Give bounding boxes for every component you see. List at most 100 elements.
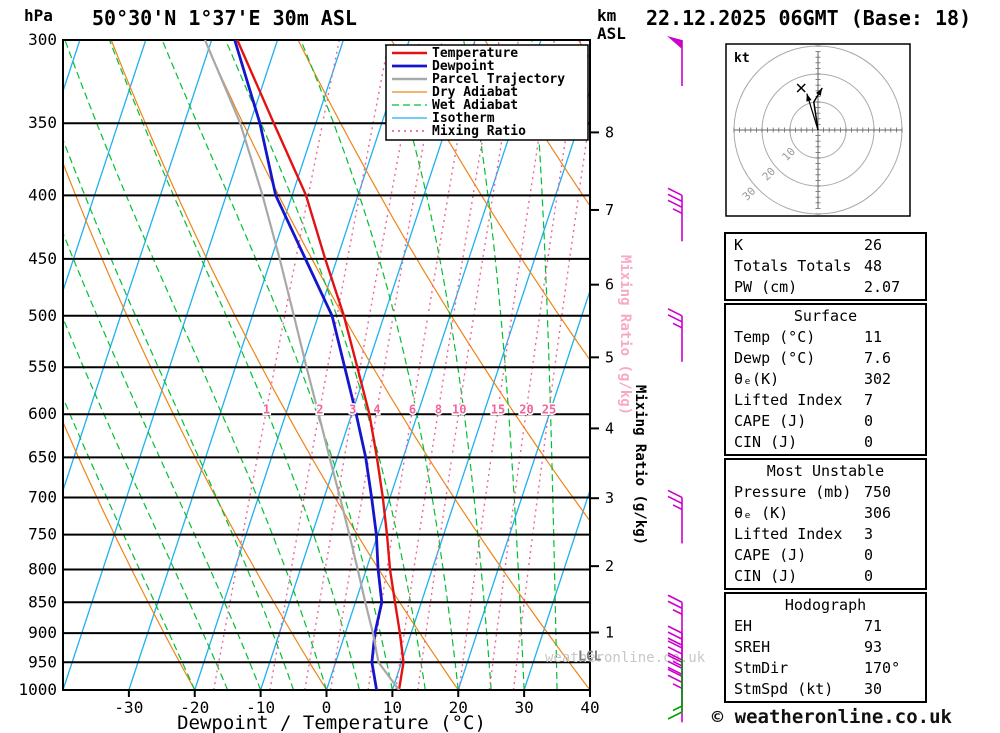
stat-label: θₑ (K) — [734, 504, 789, 522]
legend-label: Dewpoint — [432, 59, 495, 74]
table-indices: K 26 Totals Totals 48 PW (cm) 2.07 — [724, 232, 927, 301]
svg-text:400: 400 — [28, 185, 57, 204]
isotherm-line — [523, 488, 590, 690]
stat-value: 7 — [864, 391, 874, 409]
stat-value: 48 — [864, 257, 883, 275]
svg-text:750: 750 — [28, 525, 57, 544]
svg-text:0: 0 — [322, 698, 332, 717]
stat-label: PW (cm) — [734, 278, 798, 296]
svg-text:20: 20 — [449, 698, 468, 717]
stat-label: θₑ(K) — [734, 370, 780, 388]
stat-label: EH — [734, 617, 753, 635]
stat-row: Lifted Index 7 — [726, 390, 925, 411]
stat-row: K 26 — [726, 235, 925, 256]
stat-label: Dewp (°C) — [734, 349, 816, 367]
x-axis-title: Dewpoint / Temperature (°C) — [177, 712, 486, 733]
svg-text:1: 1 — [605, 624, 614, 642]
isotherm-line — [194, 40, 410, 690]
stat-row: CIN (J) 0 — [726, 432, 925, 453]
dewpoint-curve — [233, 40, 384, 690]
pressure-axis-unit-label: hPa — [24, 6, 53, 25]
stat-row: PW (cm) 2.07 — [726, 277, 925, 298]
stat-label: K — [734, 236, 744, 254]
svg-text:8: 8 — [435, 403, 442, 417]
svg-text:350: 350 — [28, 113, 57, 132]
svg-text:4: 4 — [605, 419, 614, 437]
stat-value: 93 — [864, 638, 883, 656]
stat-row: StmDir 170° — [726, 658, 925, 679]
mixing-ratio-line — [213, 40, 340, 690]
stat-row: Temp (°C) 11 — [726, 327, 925, 348]
stat-row: StmSpd (kt) 30 — [726, 679, 925, 700]
svg-text:7: 7 — [605, 201, 614, 219]
stat-value: 0 — [864, 546, 874, 564]
legend-label: Wet Adiabat — [432, 98, 518, 113]
stat-label: StmSpd (kt) — [734, 680, 834, 698]
stat-row: Pressure (mb) 750 — [726, 482, 925, 503]
wind-barbs — [667, 36, 683, 723]
stat-row: CIN (J) 0 — [726, 566, 925, 587]
svg-text:10: 10 — [383, 698, 402, 717]
indices-tables: K 26 Totals Totals 48 PW (cm) 2.07 Surface Temp… — [724, 232, 927, 705]
stat-value: 0 — [864, 412, 874, 430]
legend-label: Isotherm — [432, 111, 495, 126]
stat-row: θₑ(K) 302 — [726, 369, 925, 390]
wet-adiabat-line — [63, 138, 295, 690]
table-title-hodograph: Hodograph — [784, 596, 867, 614]
svg-text:4: 4 — [373, 403, 380, 417]
stat-label: Pressure (mb) — [734, 483, 852, 501]
svg-text:2: 2 — [605, 557, 614, 575]
svg-text:800: 800 — [28, 560, 57, 579]
svg-text:-10: -10 — [246, 698, 275, 717]
isotherm-line — [391, 89, 590, 690]
stat-row: θₑ (K) 306 — [726, 503, 925, 524]
svg-text:1: 1 — [263, 403, 270, 417]
svg-text:900: 900 — [28, 623, 57, 642]
table-title-most-unstable: Most Unstable — [766, 462, 885, 480]
mixing-ratio-axis-label: Mixing Ratio (g/kg) — [632, 385, 648, 545]
isotherm-line — [0, 40, 14, 690]
svg-text:3: 3 — [605, 489, 614, 507]
temperature-axis: -30 -20 -10 0 10 20 30 40 — [114, 690, 600, 717]
svg-text:600: 600 — [28, 404, 57, 423]
stat-value: 7.6 — [864, 349, 892, 367]
stat-label: SREH — [734, 638, 771, 656]
temperature-curve — [236, 40, 405, 690]
table-hodograph: Hodograph EH 71 SREH 93 StmDir 170° StmSpd (kt)… — [724, 592, 927, 703]
watermark: weatheronline.co.uk — [545, 650, 706, 666]
svg-text:950: 950 — [28, 652, 57, 671]
altitude-axis-unit-asl: ASL — [597, 24, 626, 43]
stat-value: 30 — [864, 680, 883, 698]
stat-value: 26 — [864, 236, 883, 254]
svg-text:3: 3 — [349, 403, 356, 417]
stat-row: SREH 93 — [726, 637, 925, 658]
isotherm-line — [63, 40, 279, 690]
parcel-trajectory-curve — [203, 40, 400, 690]
stat-value: 3 — [864, 525, 874, 543]
stat-label: CIN (J) — [734, 567, 798, 585]
svg-text:6: 6 — [605, 276, 614, 294]
stat-value: 302 — [864, 370, 892, 388]
svg-text:10: 10 — [452, 403, 466, 417]
hodograph-unit-label: kt — [734, 51, 750, 66]
stat-label: StmDir — [734, 659, 789, 677]
svg-text:8: 8 — [605, 123, 614, 141]
altitude-axis: 1 2 3 4 5 6 7 8 — [590, 123, 614, 642]
stat-row: EH 71 — [726, 616, 925, 637]
svg-text:25: 25 — [542, 403, 556, 417]
legend-label: Parcel Trajectory — [432, 72, 565, 87]
svg-text:40: 40 — [580, 698, 599, 717]
svg-text:1000: 1000 — [18, 680, 57, 699]
svg-text:5: 5 — [605, 348, 614, 366]
station-title: 50°30'N 1°37'E 30m ASL — [92, 6, 357, 30]
stat-label: CAPE (J) — [734, 412, 807, 430]
svg-text:-20: -20 — [180, 698, 209, 717]
table-most-unstable: Most Unstable Pressure (mb) 750 θₑ (K) 306 Li… — [724, 458, 927, 590]
svg-text:500: 500 — [28, 306, 57, 325]
svg-text:850: 850 — [28, 592, 57, 611]
legend-label: Dry Adiabat — [432, 85, 518, 100]
svg-text:15: 15 — [491, 403, 505, 417]
svg-text:2: 2 — [316, 403, 323, 417]
isotherm-line — [128, 40, 344, 690]
